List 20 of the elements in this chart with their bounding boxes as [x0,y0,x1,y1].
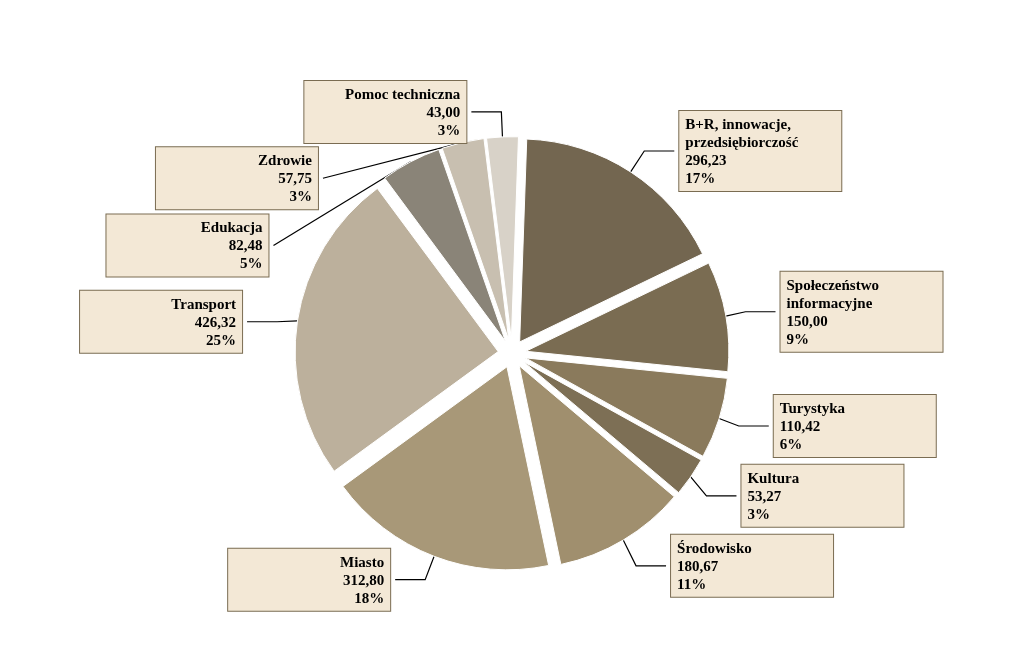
slice-label: Pomoc techniczna [344,85,461,102]
data-label: 180,67 11% [677,557,719,592]
data-label: 110,42 6% [779,418,821,453]
slice-label: Miasto [339,553,385,570]
slice-label: Edukacja [200,219,263,236]
data-label: 57,75 3% [278,170,312,205]
slice-label: Środowisko [677,539,752,556]
data-label: 43,00 3% [426,103,461,138]
slice-label: Transport [171,295,237,312]
data-label: 312,80 18% [342,571,385,606]
slice-label: Kultura [747,469,800,486]
data-label: 426,32 25% [194,313,237,348]
slice-label: Turystyka [779,400,846,417]
data-label: 150,00 9% [786,312,828,347]
slice-label: Społeczeństwo informacyjne [786,276,883,311]
slice-label: Zdrowie [258,152,313,169]
slice-label: B+R, innowacje, przedsiębiorczość [685,116,799,150]
data-label: 82,48 5% [228,237,263,272]
data-label: 53,27 3% [747,487,782,522]
data-label: 296,23 17% [685,152,727,186]
